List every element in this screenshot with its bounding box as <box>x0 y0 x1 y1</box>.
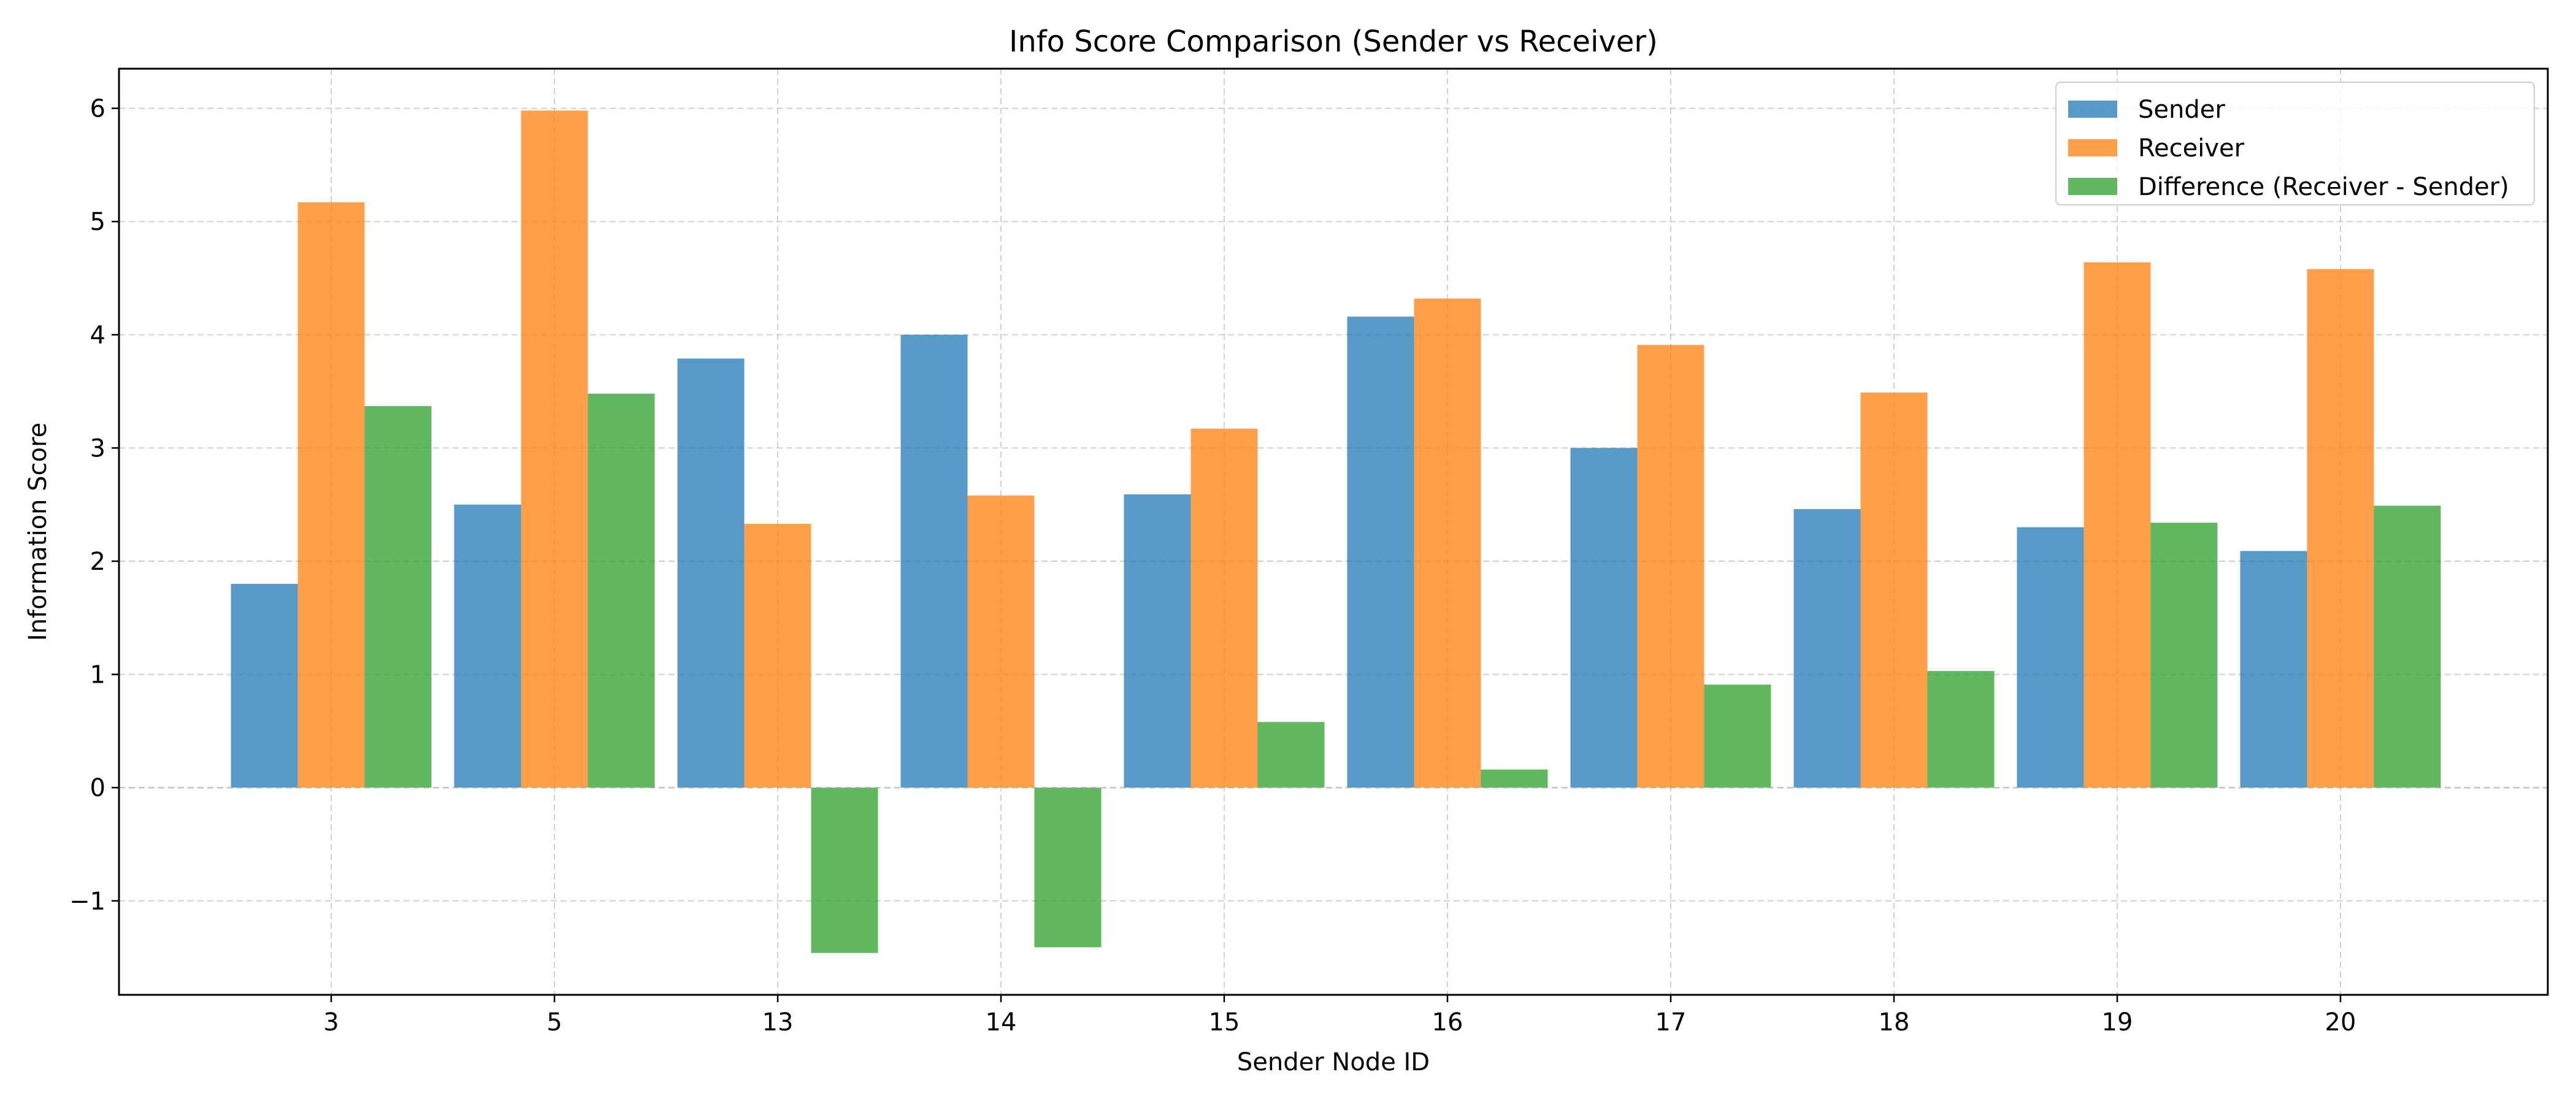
bar <box>1190 429 1258 788</box>
x-tick-label: 20 <box>2325 1008 2356 1037</box>
x-tick-label: 13 <box>762 1008 794 1037</box>
x-tick-label: 5 <box>546 1008 562 1037</box>
plot-frame <box>118 67 2549 996</box>
axis-ticks: −1 0 1 2 3 4 5 6 3 5 13 14 15 16 17 18 19 20 <box>69 95 2356 1037</box>
bar <box>1704 684 1771 788</box>
bar <box>2017 527 2084 788</box>
x-tick-label: 19 <box>2102 1008 2133 1037</box>
bar <box>677 358 745 788</box>
legend-label: Receiver <box>2138 134 2245 163</box>
bar <box>521 110 588 788</box>
y-tick-label: 4 <box>90 321 105 350</box>
bar <box>588 393 655 788</box>
bar <box>1347 316 1414 788</box>
bar <box>811 788 878 953</box>
bar <box>744 524 811 788</box>
y-tick-label: 5 <box>90 208 105 236</box>
y-tick-label: 1 <box>90 661 105 689</box>
y-tick-label: 6 <box>90 95 105 123</box>
bar <box>1570 448 1638 788</box>
bar <box>1637 345 1704 788</box>
bar <box>364 406 432 788</box>
x-tick-label: 17 <box>1655 1008 1687 1037</box>
legend-box <box>2055 82 2535 205</box>
x-tick-label: 3 <box>323 1008 339 1037</box>
bar <box>967 495 1035 788</box>
y-axis-label: Information Score <box>24 423 52 641</box>
bar <box>2307 269 2374 788</box>
y-tick-label: −1 <box>69 887 105 916</box>
bar <box>1860 392 1928 788</box>
bar <box>2150 523 2218 788</box>
bar <box>900 334 968 788</box>
legend-swatch <box>2068 101 2117 118</box>
bar <box>1793 509 1861 788</box>
bar <box>1124 494 1191 788</box>
bar <box>297 202 365 788</box>
legend-swatch <box>2068 178 2117 195</box>
bar <box>454 504 521 788</box>
x-tick-label: 16 <box>1432 1008 1463 1037</box>
bars <box>231 110 2441 953</box>
bar <box>231 583 298 788</box>
bar <box>2240 551 2307 788</box>
x-tick-label: 14 <box>986 1008 1017 1037</box>
y-tick-label: 3 <box>90 434 105 462</box>
chart-title: Info Score Comparison (Sender vs Receive… <box>1009 25 1658 59</box>
bar <box>1927 671 1995 788</box>
legend-label: Difference (Receiver - Sender) <box>2138 173 2509 201</box>
legend: Sender Receiver Difference (Receiver - Sen… <box>2055 82 2535 205</box>
y-tick-label: 0 <box>90 774 105 802</box>
legend-swatch <box>2068 139 2117 156</box>
legend-label: Sender <box>2138 96 2225 124</box>
x-tick-label: 18 <box>1879 1008 1910 1037</box>
bar <box>1034 788 1102 948</box>
x-tick-label: 15 <box>1209 1008 1240 1037</box>
bar <box>2374 505 2441 788</box>
y-tick-label: 2 <box>90 548 105 576</box>
bar <box>1481 769 1548 788</box>
bar <box>1414 298 1481 788</box>
bar <box>2083 262 2151 788</box>
bar <box>1257 722 1325 788</box>
x-axis-label: Sender Node ID <box>1237 1048 1430 1076</box>
